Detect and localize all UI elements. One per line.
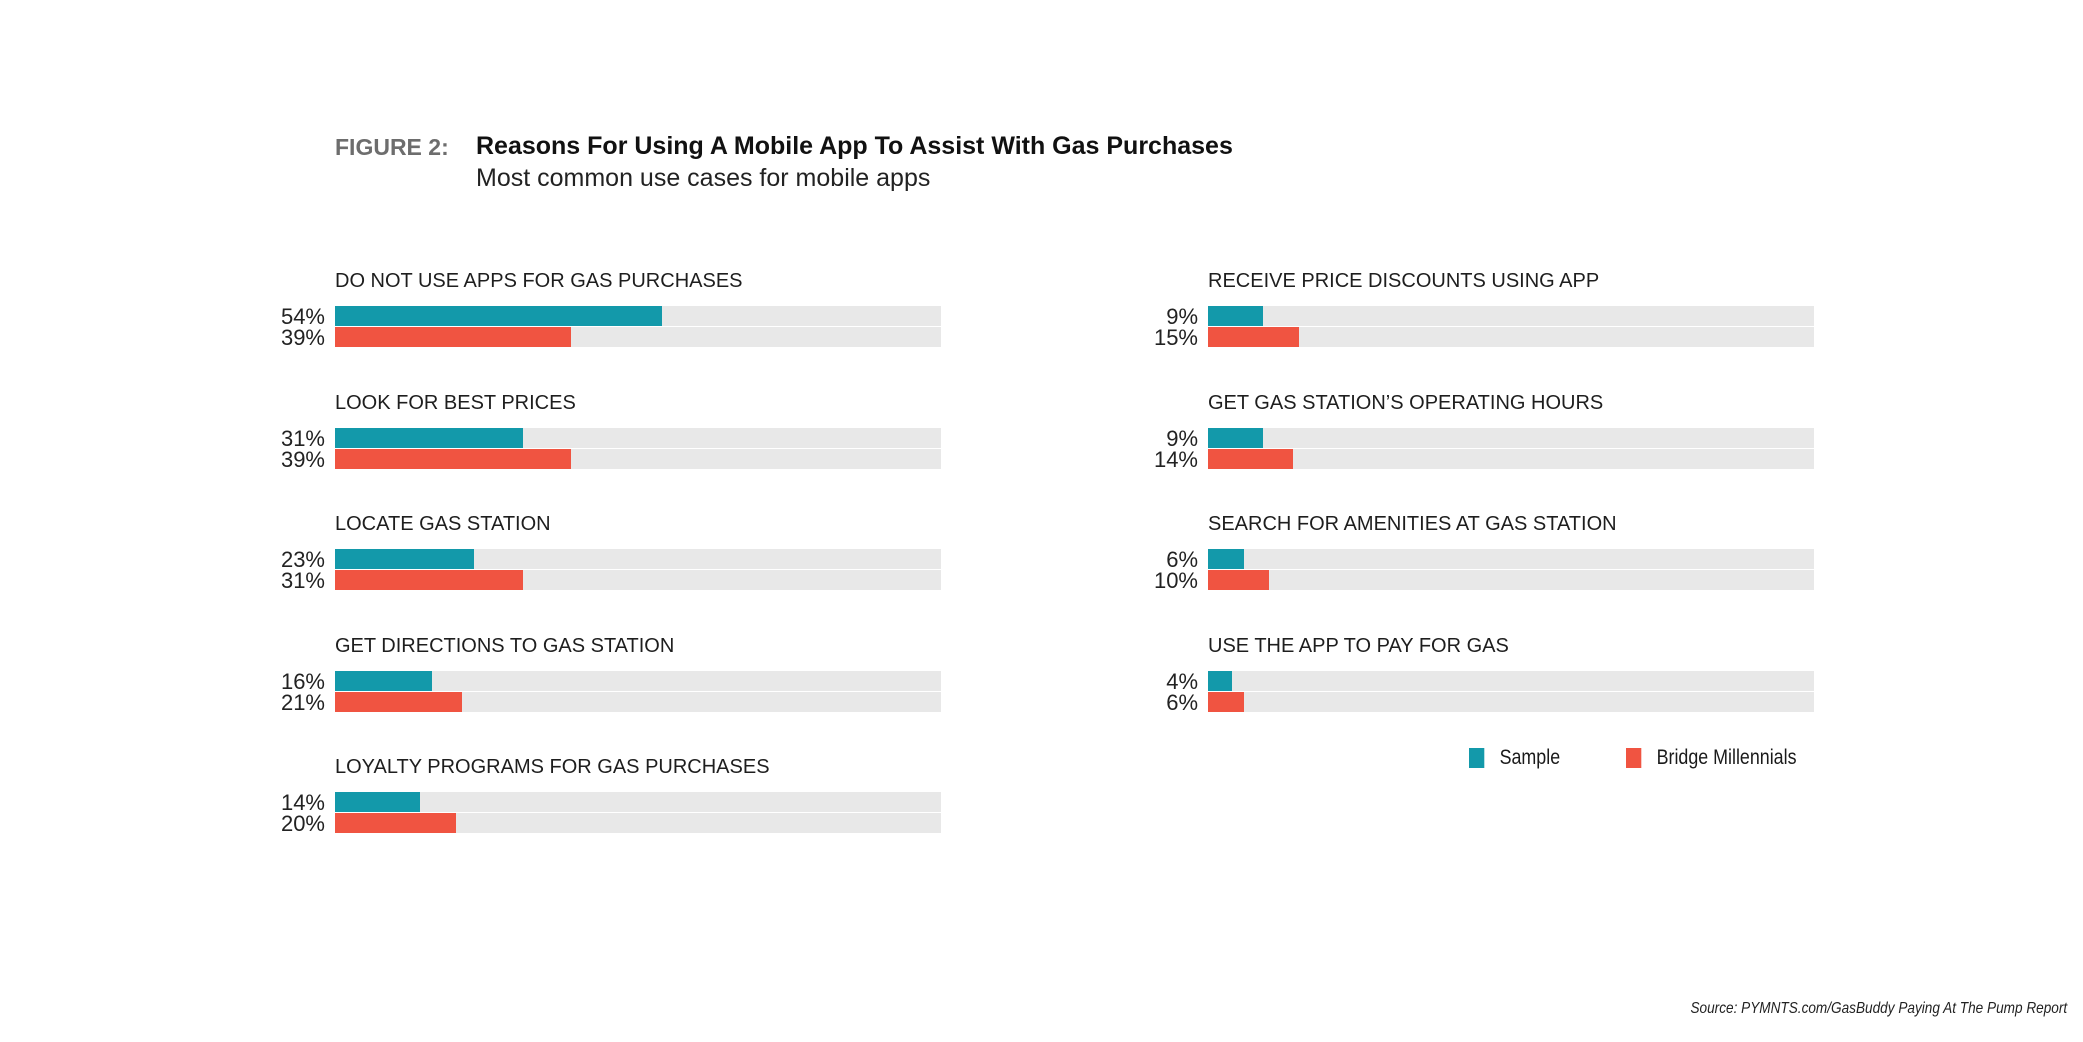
value-label: 6%: [1166, 689, 1198, 715]
legend-swatch-sample: [1469, 748, 1485, 768]
category-label: USE THE APP TO PAY FOR GAS: [1208, 634, 1509, 657]
chart-title: Reasons For Using A Mobile App To Assist…: [476, 132, 1233, 160]
value-label: 16%: [280, 668, 325, 694]
bar-sample: [335, 792, 420, 812]
bar-bridge-millennials: [1208, 327, 1299, 347]
category-label: SEARCH FOR AMENITIES AT GAS STATION: [1208, 513, 1617, 535]
bar-bridge-millennials: [335, 570, 523, 590]
value-label: 9%: [1166, 304, 1198, 329]
bar-sample: [335, 549, 475, 569]
value-label: 9%: [1166, 425, 1198, 451]
value-label: 14%: [1153, 446, 1198, 472]
bar-track: [335, 570, 941, 590]
bar-sample: [335, 427, 523, 448]
bar-track: [335, 549, 941, 569]
bar-bridge-millennials: [335, 327, 572, 347]
value-label: 6%: [1166, 547, 1198, 572]
category-label: DO NOT USE APPS FOR GAS PURCHASES: [335, 270, 743, 292]
bar-track: [335, 306, 941, 326]
value-label: 23%: [280, 547, 325, 572]
value-label: 4%: [1166, 668, 1198, 694]
bar-bridge-millennials: [335, 448, 572, 469]
value-label: 31%: [280, 425, 325, 451]
value-label: 39%: [280, 325, 325, 350]
figure-label: FIGURE 2:: [335, 134, 449, 160]
value-label: 14%: [280, 790, 325, 815]
category-label: LOOK FOR BEST PRICES: [335, 391, 576, 414]
value-label: 20%: [280, 811, 325, 836]
category-label: LOYALTY PROGRAMS FOR GAS PURCHASES: [335, 756, 770, 778]
bar-sample: [335, 306, 663, 326]
bar-sample: [1208, 549, 1245, 569]
category-label: RECEIVE PRICE DISCOUNTS USING APP: [1208, 270, 1600, 292]
legend-label-bridge-millennials: Bridge Millennials: [1656, 746, 1797, 769]
category-label: GET GAS STATION’S OPERATING HOURS: [1208, 391, 1604, 414]
bar-track: [335, 327, 941, 347]
bar-track: [1208, 691, 1814, 712]
value-label: 21%: [280, 689, 325, 715]
bar-track: [1208, 427, 1814, 448]
chart-subtitle: Most common use cases for mobile apps: [476, 164, 931, 192]
legend-swatch-bridge-millennials: [1626, 748, 1642, 768]
bar-bridge-millennials: [335, 691, 463, 712]
value-label: 31%: [280, 568, 325, 593]
bar-track: [335, 813, 941, 833]
value-label: 15%: [1153, 325, 1198, 350]
bar-sample: [335, 670, 432, 691]
category-label: GET DIRECTIONS TO GAS STATION: [335, 634, 675, 657]
bar-track: [335, 448, 941, 469]
value-label: 39%: [280, 446, 325, 472]
bar-track: [1208, 306, 1814, 326]
bar-sample: [1208, 306, 1263, 326]
bar-track: [335, 670, 941, 691]
source-note: Source: PYMNTS.com/GasBuddy Paying At Th…: [1690, 1000, 2067, 1017]
legend-item-bridge-millennials: Bridge Millennials: [1626, 746, 1796, 770]
bar-bridge-millennials: [1208, 570, 1269, 590]
bar-sample: [1208, 670, 1233, 691]
bar-track: [335, 691, 941, 712]
bar-track: [1208, 549, 1814, 569]
value-label: 54%: [280, 304, 325, 329]
bar-track: [1208, 570, 1814, 590]
bar-sample: [1208, 427, 1263, 448]
bar-track: [335, 427, 941, 448]
bar-bridge-millennials: [335, 813, 457, 833]
bar-track: [1208, 670, 1814, 691]
legend-item-sample: Sample: [1469, 746, 1560, 770]
value-label: 10%: [1153, 568, 1198, 593]
legend-label-sample: Sample: [1499, 746, 1561, 769]
bar-track: [1208, 448, 1814, 469]
bar-bridge-millennials: [1208, 691, 1245, 712]
category-label: LOCATE GAS STATION: [335, 513, 551, 535]
bar-track: [335, 792, 941, 812]
bar-track: [1208, 327, 1814, 347]
bar-bridge-millennials: [1208, 448, 1293, 469]
